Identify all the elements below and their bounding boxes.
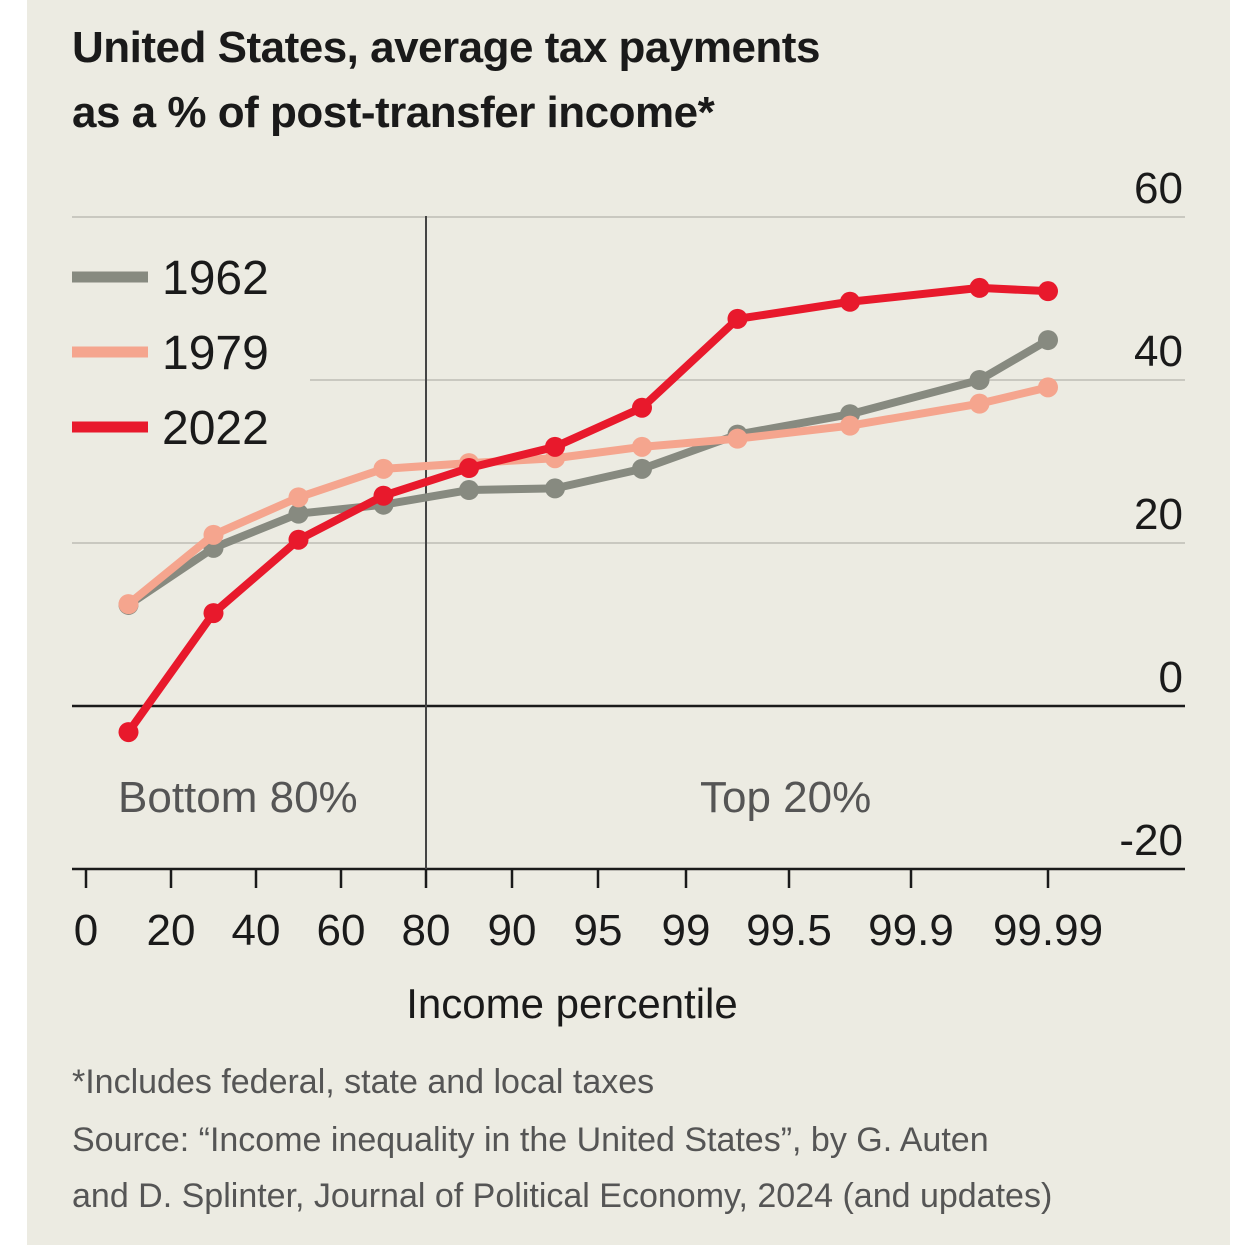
- x-tick-label: 99.9: [868, 906, 954, 955]
- y-tick-label: 40: [1134, 327, 1183, 376]
- point-2022: [203, 603, 224, 624]
- point-2022: [118, 722, 139, 743]
- point-2022: [545, 436, 565, 457]
- x-tick-label: 99.5: [746, 906, 832, 955]
- source-line-1: Source: “Income inequality in the United…: [72, 1121, 989, 1159]
- point-2022: [373, 485, 394, 506]
- x-tick-label: 99.99: [993, 906, 1103, 955]
- point-1979: [969, 393, 990, 414]
- legend-label-1979: 1979: [162, 327, 269, 380]
- region-label-bottom: Bottom 80%: [118, 773, 358, 822]
- point-1962: [288, 503, 309, 524]
- y-tick-label: 0: [1159, 653, 1183, 702]
- point-2022: [840, 291, 860, 312]
- point-2022: [969, 277, 990, 298]
- point-1979: [1038, 377, 1058, 398]
- x-tick-label: 99: [662, 906, 711, 955]
- series-2022: [118, 277, 1058, 743]
- region-label-top: Top 20%: [700, 773, 871, 822]
- legend-label-1962: 1962: [162, 252, 269, 305]
- point-2022: [727, 308, 748, 329]
- x-axis-label: Income percentile: [406, 980, 738, 1027]
- x-tick-label: 0: [74, 906, 98, 955]
- chart-title-line2: as a % of post-transfer income*: [72, 88, 716, 137]
- point-2022: [459, 458, 479, 479]
- point-2022: [632, 397, 652, 418]
- x-tick-label: 20: [147, 906, 196, 955]
- chart-title: United States, average tax payments: [72, 23, 820, 72]
- y-tick-label: 20: [1134, 490, 1183, 539]
- point-1979: [632, 436, 652, 457]
- point-1962: [459, 480, 479, 501]
- x-tick-label: 80: [402, 906, 451, 955]
- point-1979: [288, 487, 309, 508]
- point-2022: [1038, 281, 1058, 302]
- point-2022: [288, 529, 309, 550]
- point-1979: [118, 594, 139, 615]
- y-tick-label: 60: [1134, 164, 1183, 213]
- x-tick-label: 60: [317, 906, 366, 955]
- series-1962: [118, 330, 1058, 615]
- legend-label-2022: 2022: [162, 402, 269, 455]
- x-tick-label: 40: [232, 906, 281, 955]
- footnote: *Includes federal, state and local taxes: [72, 1063, 654, 1101]
- point-1979: [373, 458, 394, 479]
- y-tick-label: -20: [1119, 816, 1183, 865]
- source-line-2: and D. Splinter, Journal of Political Ec…: [72, 1177, 1052, 1215]
- point-1979: [840, 415, 860, 436]
- x-tick-label: 90: [488, 906, 537, 955]
- point-1962: [632, 458, 652, 479]
- point-1962: [969, 370, 990, 390]
- point-1962: [545, 478, 565, 499]
- chart-panel: [27, 0, 1230, 1245]
- x-tick-label: 95: [574, 906, 623, 955]
- point-1979: [727, 428, 748, 449]
- point-1979: [203, 524, 224, 545]
- point-1962: [1038, 330, 1058, 351]
